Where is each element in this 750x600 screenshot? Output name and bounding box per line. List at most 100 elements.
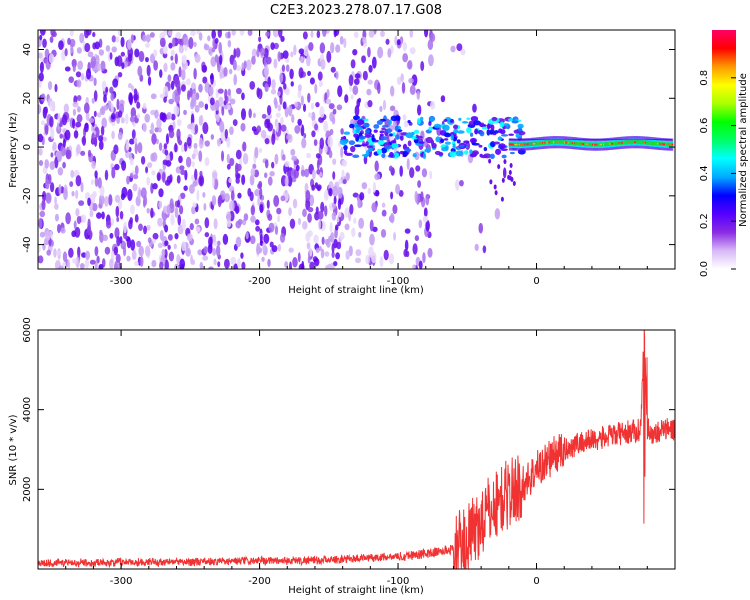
noise-blob bbox=[54, 203, 59, 210]
noise-blob bbox=[116, 55, 123, 67]
noise-blob bbox=[406, 158, 410, 170]
noise-blob bbox=[50, 30, 56, 37]
noise-blob bbox=[48, 53, 55, 64]
noise-blob bbox=[362, 36, 367, 44]
noise-blob bbox=[210, 72, 214, 85]
noise-blob bbox=[75, 71, 82, 78]
signal-blob bbox=[394, 125, 399, 132]
signal-band-core bbox=[528, 142, 531, 147]
signal-band-core bbox=[562, 140, 564, 145]
noise-blob bbox=[217, 88, 224, 94]
noise-blob bbox=[219, 54, 223, 66]
noise-blob bbox=[292, 198, 298, 209]
signal-blob bbox=[390, 115, 398, 122]
noise-blob bbox=[143, 194, 148, 207]
signal-blob bbox=[384, 144, 392, 150]
noise-blob bbox=[200, 114, 204, 126]
noise-blob bbox=[121, 160, 127, 171]
noise-blob bbox=[366, 88, 372, 96]
noise-blob bbox=[170, 80, 175, 91]
spectrogram-ytick-label: -40 bbox=[22, 236, 33, 252]
spectrogram-ytick-label: 0 bbox=[22, 144, 33, 150]
noise-blob bbox=[265, 56, 272, 65]
noise-blob bbox=[395, 183, 401, 195]
noise-blob bbox=[290, 148, 296, 156]
noise-blob bbox=[45, 192, 52, 204]
noise-blob bbox=[140, 156, 146, 165]
noise-blob bbox=[290, 51, 294, 58]
signal-band-core bbox=[525, 142, 528, 147]
noise-blob bbox=[215, 244, 221, 257]
signal-blob bbox=[381, 147, 388, 154]
signal-band-core bbox=[647, 140, 649, 145]
signal-blob bbox=[405, 132, 414, 139]
signal-blob bbox=[453, 128, 458, 134]
noise-blob bbox=[121, 62, 125, 70]
noise-blob bbox=[302, 103, 307, 112]
signal-band-peak bbox=[515, 143, 518, 146]
noise-blob bbox=[80, 181, 84, 193]
noise-blob bbox=[117, 131, 123, 141]
noise-blob bbox=[241, 174, 246, 186]
noise-blob bbox=[154, 127, 160, 133]
noise-blob bbox=[374, 173, 381, 181]
signal-band-peak bbox=[564, 141, 566, 144]
noise-blob bbox=[145, 42, 151, 48]
noise-blob bbox=[286, 134, 291, 141]
signal-band-peak bbox=[516, 143, 519, 146]
noise-blob bbox=[331, 242, 335, 253]
noise-blob bbox=[218, 41, 222, 54]
noise-blob bbox=[230, 190, 235, 202]
signal-band-core bbox=[629, 140, 632, 145]
noise-blob bbox=[233, 74, 238, 86]
signal-band-peak bbox=[609, 143, 612, 145]
noise-blob bbox=[294, 101, 299, 108]
noise-blob bbox=[214, 54, 219, 63]
noise-blob bbox=[382, 99, 387, 111]
signal-blob bbox=[440, 138, 445, 144]
signal-blob bbox=[379, 133, 384, 137]
noise-blob bbox=[181, 218, 186, 231]
noise-blob bbox=[349, 204, 354, 215]
noise-blob bbox=[58, 265, 64, 269]
noise-blob bbox=[125, 142, 130, 151]
noise-blob bbox=[116, 236, 121, 247]
noise-blob bbox=[389, 212, 395, 224]
noise-blob bbox=[350, 94, 354, 100]
noise-blob bbox=[38, 159, 44, 166]
signal-blob bbox=[458, 144, 465, 148]
noise-blob bbox=[388, 165, 393, 172]
snr-ytick-label: 2000 bbox=[22, 477, 33, 502]
noise-blob bbox=[311, 130, 316, 138]
noise-blob bbox=[185, 247, 191, 257]
noise-blob bbox=[231, 30, 236, 36]
noise-blob bbox=[163, 62, 168, 73]
noise-blob bbox=[120, 36, 125, 48]
noise-blob bbox=[39, 231, 46, 238]
noise-blob bbox=[340, 128, 344, 135]
noise-blob bbox=[270, 42, 275, 51]
noise-blob bbox=[388, 253, 394, 265]
signal-band-core bbox=[597, 142, 600, 147]
signal-blob bbox=[380, 136, 388, 141]
signal-blob bbox=[443, 118, 448, 122]
noise-blob bbox=[198, 137, 204, 149]
noise-blob bbox=[88, 117, 95, 124]
noise-blob bbox=[261, 256, 265, 262]
noise-blob bbox=[132, 174, 139, 180]
signal-band-peak bbox=[519, 143, 522, 146]
noise-blob bbox=[62, 251, 68, 263]
noise-blob bbox=[38, 148, 43, 156]
signal-band-peak bbox=[643, 141, 646, 144]
signal-blob bbox=[469, 137, 478, 144]
noise-blob bbox=[385, 38, 390, 45]
noise-blob bbox=[306, 54, 311, 67]
noise-blob bbox=[341, 159, 348, 167]
noise-blob bbox=[195, 226, 201, 233]
signal-band-core bbox=[560, 140, 563, 145]
noise-blob bbox=[187, 123, 193, 130]
noise-blob bbox=[267, 122, 273, 132]
noise-blob bbox=[127, 83, 133, 89]
noise-blob bbox=[216, 138, 222, 147]
signal-blob bbox=[389, 133, 393, 137]
